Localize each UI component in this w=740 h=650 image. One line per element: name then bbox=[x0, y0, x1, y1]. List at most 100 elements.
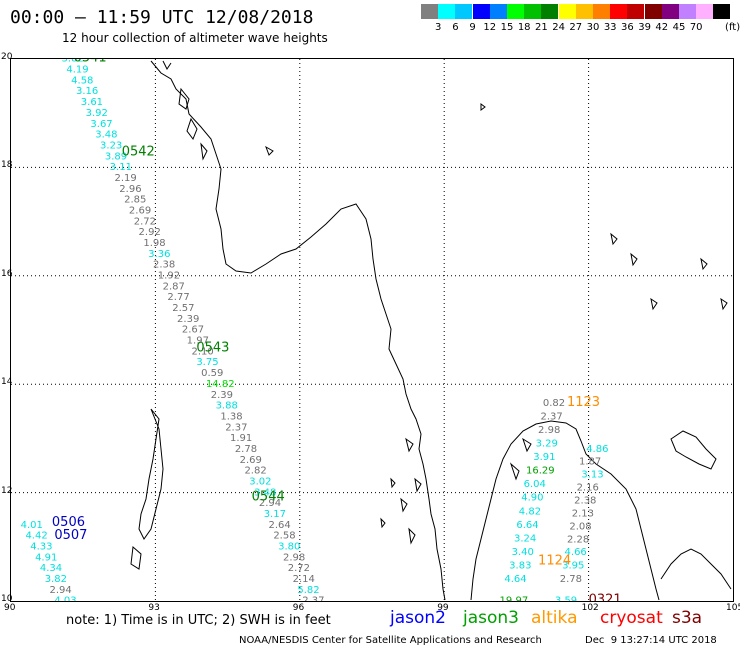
wave-height-label: 3.23 bbox=[100, 140, 122, 151]
legend-swatch bbox=[489, 4, 507, 19]
x-tick-label: 93 bbox=[148, 603, 160, 613]
legend-swatch bbox=[541, 4, 559, 19]
wave-height-label: 2.87 bbox=[163, 281, 185, 292]
wave-height-label: 14.82 bbox=[206, 379, 235, 390]
wave-height-label: 1.97 bbox=[187, 336, 209, 347]
wave-height-label: 2.58 bbox=[273, 531, 295, 542]
wave-height-label: 3.13 bbox=[581, 469, 603, 480]
pass-time-label: 0542 bbox=[122, 144, 155, 159]
wave-height-values: 3.824.194.583.163.613.923.673.483.233.89… bbox=[21, 54, 609, 607]
wave-height-label: 4.91 bbox=[35, 552, 57, 563]
wave-height-label: 4.42 bbox=[25, 531, 47, 542]
wave-height-label: 2.38 bbox=[574, 495, 596, 506]
wave-height-label: 2.37 bbox=[302, 596, 324, 601]
wave-height-label: 2.39 bbox=[177, 314, 199, 325]
legend-swatch bbox=[507, 4, 524, 19]
wave-height-label: 2.69 bbox=[240, 455, 262, 466]
wave-height-label: 4.66 bbox=[565, 547, 587, 558]
y-tick-label: 16 bbox=[1, 268, 13, 279]
wave-height-label: 2.16 bbox=[577, 482, 599, 493]
legend-swatch bbox=[593, 4, 610, 19]
wave-height-label: 3.11 bbox=[110, 162, 132, 173]
legend-swatch bbox=[438, 4, 456, 19]
wave-height-label: 1.98 bbox=[143, 238, 165, 249]
legend-label: 42 bbox=[655, 22, 669, 33]
y-tick-label: 10 bbox=[1, 594, 13, 604]
wave-height-label: 1.87 bbox=[579, 456, 601, 467]
wave-height-label: 3.80 bbox=[278, 542, 300, 553]
legend-swatch bbox=[610, 4, 628, 19]
wave-height-label: 3.95 bbox=[562, 560, 584, 571]
wave-height-label: 19.97 bbox=[500, 596, 529, 601]
legend-label: 36 bbox=[621, 22, 634, 33]
wave-height-label: 2.78 bbox=[560, 574, 582, 585]
pass-time-label: 1124 bbox=[538, 554, 571, 569]
legend-label: 6 bbox=[452, 22, 459, 33]
legend-swatch bbox=[421, 4, 438, 19]
wave-height-label: 2.96 bbox=[119, 184, 141, 195]
wave-height-label: 3.24 bbox=[514, 533, 536, 544]
wave-height-label: 4.86 bbox=[586, 444, 608, 455]
wave-height-label: 3.82 bbox=[62, 59, 84, 65]
legend-label: 27 bbox=[569, 22, 583, 33]
wave-height-label: 3.16 bbox=[76, 86, 98, 97]
wave-height-label: 4.58 bbox=[71, 75, 93, 86]
wave-height-label: 2.37 bbox=[225, 422, 247, 433]
legend-label: 15 bbox=[500, 22, 514, 33]
map-subtitle: 12 hour collection of altimeter wave hei… bbox=[62, 31, 328, 45]
satellite-cryosat: cryosat bbox=[600, 608, 663, 628]
legend-swatch bbox=[661, 4, 679, 19]
legend-swatch bbox=[713, 4, 731, 19]
wave-height-label: 4.34 bbox=[40, 563, 62, 574]
wave-height-label: 0.82 bbox=[543, 398, 565, 409]
wave-height-label: 3.75 bbox=[196, 357, 218, 368]
wave-height-label: 2.92 bbox=[139, 227, 161, 238]
wave-height-label: 6.04 bbox=[524, 479, 546, 490]
wave-height-label: 3.82 bbox=[45, 574, 67, 585]
wave-height-label: 1.38 bbox=[220, 411, 242, 422]
legend-label: 3 bbox=[435, 22, 442, 33]
legend-label: 33 bbox=[603, 22, 617, 33]
wave-height-label: 6.64 bbox=[516, 520, 538, 531]
legend-swatch bbox=[696, 4, 714, 19]
legend-swatch bbox=[558, 4, 576, 19]
legend-label: 30 bbox=[586, 22, 600, 33]
wave-height-label: 3.48 bbox=[95, 130, 117, 141]
credit-text: NOAA/NESDIS Center for Satellite Applica… bbox=[239, 635, 542, 646]
wave-height-label: 4.19 bbox=[66, 65, 88, 76]
wave-height-label: 4.01 bbox=[21, 520, 43, 531]
pass-time-label: 0543 bbox=[196, 341, 229, 356]
wave-height-label: 2.64 bbox=[269, 520, 291, 531]
wave-height-label: 2.67 bbox=[182, 325, 204, 336]
map-frame: 3.82 4.19 4.58 3.16 3.61 3.92 3.67 3.48 3.23 3.89… bbox=[10, 51, 734, 608]
wave-height-label: 2.39 bbox=[211, 390, 233, 401]
lat-lon-grid bbox=[11, 59, 733, 601]
wave-height-label: 2.94 bbox=[259, 498, 281, 509]
wave-height-label: 3.61 bbox=[81, 97, 103, 108]
wave-height-label: 2.14 bbox=[293, 574, 315, 585]
pass-time-label: 0506 bbox=[52, 515, 85, 530]
x-tick-label: 99 bbox=[437, 603, 449, 613]
wave-height-label: 4.64 bbox=[504, 574, 526, 585]
wave-height-label: 4.90 bbox=[521, 493, 543, 504]
legend-label: 45 bbox=[672, 22, 686, 33]
wave-height-label: 3.67 bbox=[90, 119, 112, 130]
wave-height-label: 2.13 bbox=[572, 508, 594, 519]
legend-label: 9 bbox=[469, 22, 476, 33]
wave-height-label: 3.83 bbox=[509, 560, 531, 571]
satellite-jason3: jason3 bbox=[463, 608, 519, 628]
wave-height-label: 2.57 bbox=[172, 303, 194, 314]
x-tick-label: 102 bbox=[581, 603, 599, 613]
wave-height-label: 4.82 bbox=[519, 506, 541, 517]
generated-timestamp: Dec 9 13:27:14 UTC 2018 bbox=[585, 635, 717, 646]
wave-height-label: 4.03 bbox=[54, 596, 76, 601]
satellite-altika: altika bbox=[531, 608, 578, 628]
legend-swatch bbox=[455, 4, 473, 19]
wave-height-label: 2.82 bbox=[244, 466, 266, 477]
wave-height-label: 1.91 bbox=[230, 433, 252, 444]
legend-label: 39 bbox=[638, 22, 651, 33]
wave-height-label: 3.59 bbox=[555, 596, 577, 601]
wave-height-label: 2.72 bbox=[134, 216, 156, 227]
wave-height-label: 2.85 bbox=[124, 195, 146, 206]
